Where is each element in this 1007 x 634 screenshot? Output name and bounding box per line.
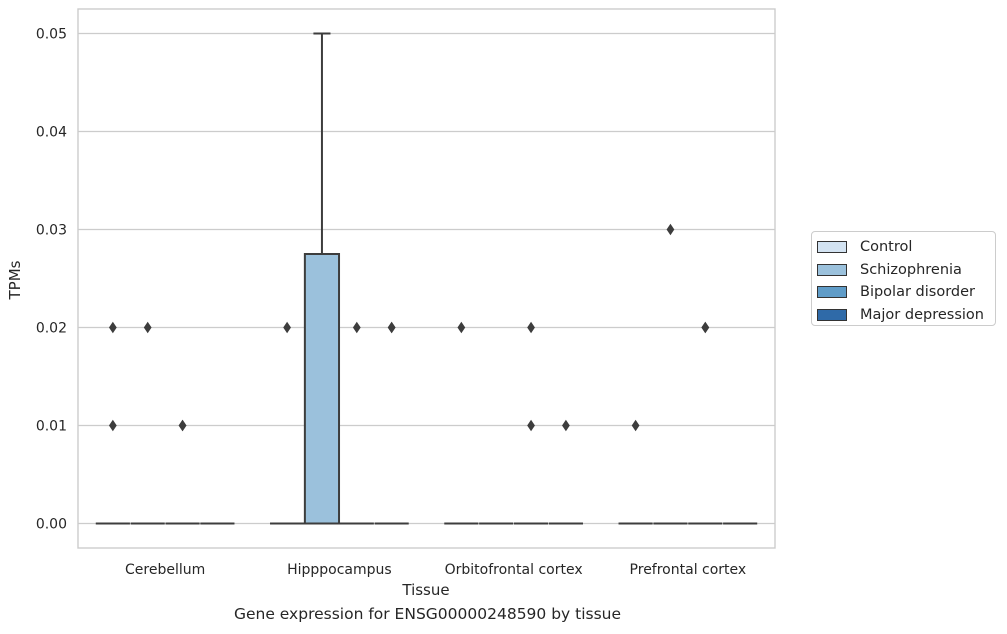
gridlines [78,32,775,525]
box-schizophrenia [303,32,341,525]
y-tick-label: 0.00 [36,517,67,533]
legend-swatch [817,286,847,299]
x-axis-ticks: Cerebellum Hipppocampus Orbitofrontal cort… [125,562,746,578]
outlier-point [108,321,117,334]
outlier-point [701,321,710,334]
box-body [303,253,341,525]
box-control [95,321,130,525]
outlier-point [387,321,396,334]
box-control [444,321,479,525]
legend-swatch [817,241,847,254]
legend-swatch [817,308,847,321]
outlier-point [631,419,640,432]
box-major-depression [548,419,583,525]
box-series [95,32,758,525]
x-axis-label: Tissue [401,581,449,599]
outlier-point [527,321,535,334]
y-axis-ticks: 0.00 0.01 0.02 0.03 0.04 0.05 [36,27,67,533]
x-tick-label: Hipppocampus [287,562,392,578]
plot-frame [77,8,776,549]
figure-caption: Gene expression for ENSG00000248590 by t… [233,605,622,623]
legend-item: Schizophrenia [817,259,995,282]
outlier-point [108,419,117,432]
outlier-point [143,321,152,334]
legend-label: Major depression [860,306,984,323]
y-tick-label: 0.01 [36,419,67,435]
x-tick-label: Prefrontal cortex [630,562,747,578]
legend-item: Control [817,236,995,259]
outlier-point [666,223,675,236]
box-control [618,419,653,525]
legend-item: Bipolar disorder [817,281,995,304]
outlier-point [527,419,535,432]
y-tick-label: 0.02 [36,321,67,337]
legend: Control Schizophrenia Bipolar disorder Majo… [811,231,996,326]
box-major-depression [374,321,409,525]
x-tick-label: Cerebellum [125,562,205,578]
box-bipolar-disorder [339,321,374,525]
legend-item: Major depression [817,304,995,327]
y-tick-label: 0.05 [36,27,67,43]
legend-swatch [817,263,847,276]
y-axis-label: TPMs [6,260,24,300]
legend-label: Control [860,239,913,256]
x-tick-label: Orbitofrontal cortex [445,562,583,578]
box-schizophrenia [130,321,165,525]
outlier-point [283,321,291,334]
y-tick-label: 0.03 [36,223,67,239]
y-tick-label: 0.04 [36,125,67,141]
box-bipolar-disorder [688,321,723,525]
legend-label: Bipolar disorder [860,284,975,301]
legend-label: Schizophrenia [860,261,962,278]
outlier-point [457,321,466,334]
box-bipolar-disorder [513,321,549,525]
box-control [270,321,305,525]
box-schizophrenia [653,223,688,525]
outlier-point [178,419,187,432]
box-bipolar-disorder [165,419,200,525]
outlier-point [352,321,361,334]
outlier-point [562,419,570,432]
